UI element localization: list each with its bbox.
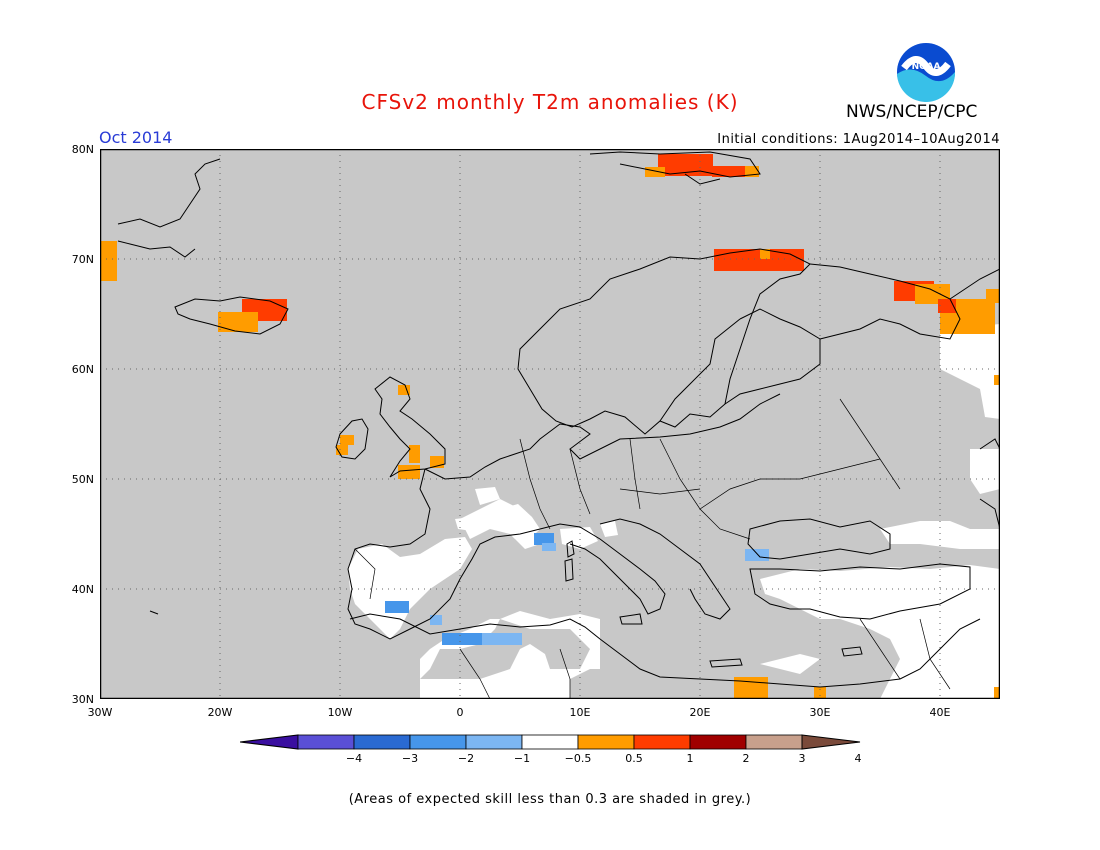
lat-label-40n: 40N <box>71 583 94 596</box>
colorbar-swatch <box>689 734 747 750</box>
colorbar-swatch <box>409 734 467 750</box>
colorbar-swatch <box>297 734 355 750</box>
graticule <box>100 149 1000 699</box>
agency-label: NWS/NCEP/CPC <box>846 102 978 122</box>
colorbar-label: 2 <box>742 752 750 765</box>
footnote: (Areas of expected skill less than 0.3 a… <box>348 792 752 807</box>
lat-label-70n: 70N <box>71 253 94 266</box>
colorbar-label: −1 <box>513 752 531 765</box>
lon-label-30w: 30W <box>87 706 113 719</box>
colorbar-label: −2 <box>457 752 475 765</box>
colorbar-swatch <box>745 734 803 750</box>
colorbar-swatch <box>353 734 411 750</box>
initial-conditions: Initial conditions: 1Aug2014–10Aug2014 <box>717 132 1000 147</box>
anomaly-cells <box>100 154 1000 699</box>
lat-label-80n: 80N <box>71 143 94 156</box>
lat-label-60n: 60N <box>71 363 94 376</box>
colorbar-end-low <box>240 734 299 750</box>
colorbar-label: −3 <box>401 752 419 765</box>
lon-label-20e: 20E <box>689 706 711 719</box>
coastlines <box>117 151 1000 688</box>
colorbar-label: 0.5 <box>625 752 643 765</box>
anomaly-map <box>100 149 1000 699</box>
svg-text:NOAA: NOAA <box>912 62 941 72</box>
colorbar-swatch <box>577 734 635 750</box>
colorbar-label: 4 <box>854 752 862 765</box>
forecast-month: Oct 2014 <box>99 128 173 147</box>
colorbar-label: 1 <box>686 752 694 765</box>
lon-label-10w: 10W <box>327 706 353 719</box>
colorbar-swatch <box>633 734 691 750</box>
noaa-logo: NOAA <box>897 43 956 102</box>
lon-label-0: 0 <box>456 706 464 719</box>
colorbar-label: −0.5 <box>564 752 592 765</box>
colorbar-swatch <box>521 734 579 750</box>
colorbar-end-high <box>801 734 861 750</box>
lat-label-30n: 30N <box>71 693 94 706</box>
colorbar <box>240 734 861 750</box>
lon-label-30e: 30E <box>809 706 831 719</box>
colorbar-swatch <box>465 734 523 750</box>
colorbar-label: 3 <box>798 752 806 765</box>
borders <box>354 398 951 699</box>
lon-label-20w: 20W <box>207 706 233 719</box>
lon-label-10e: 10E <box>569 706 591 719</box>
colorbar-label: −4 <box>345 752 363 765</box>
map-title: CFSv2 monthly T2m anomalies (K) <box>361 90 739 114</box>
lon-label-40e: 40E <box>929 706 951 719</box>
lat-label-50n: 50N <box>71 473 94 486</box>
